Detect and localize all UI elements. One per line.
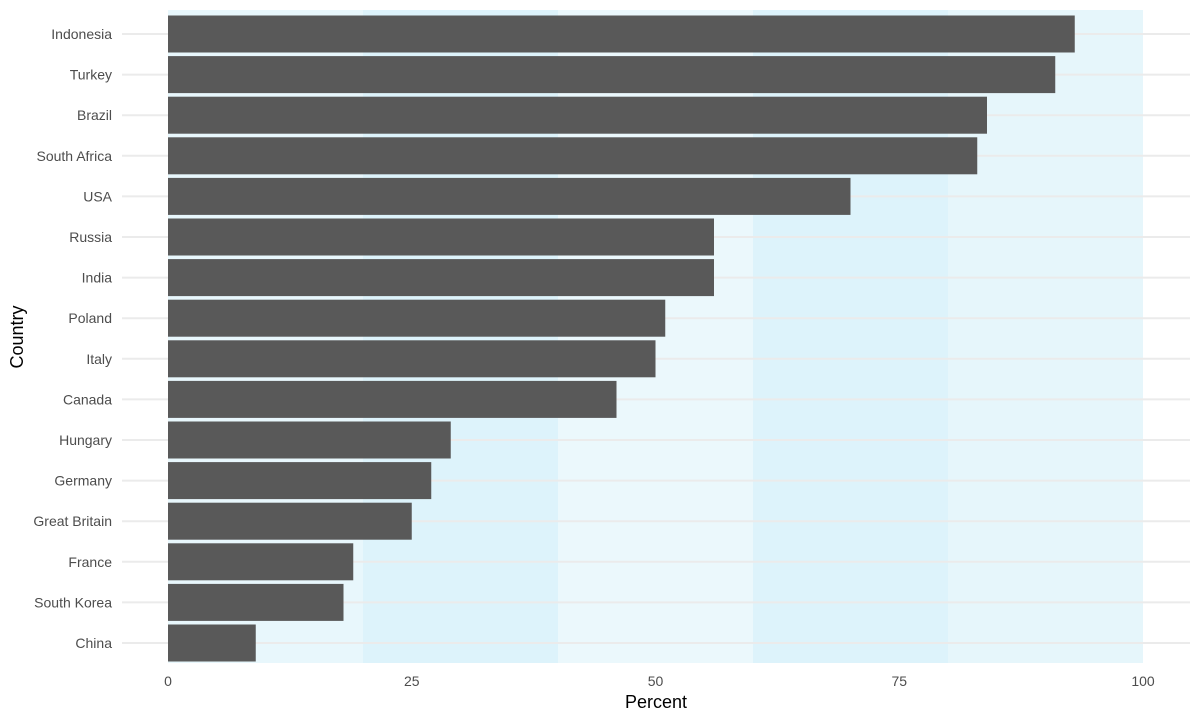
bar-usa xyxy=(168,177,851,215)
y-axis-title: Country xyxy=(7,305,27,368)
x-tick-label: 50 xyxy=(648,673,664,689)
y-tick-label: Russia xyxy=(69,229,112,245)
y-tick-label: Turkey xyxy=(70,67,112,83)
bar-india xyxy=(168,259,714,297)
y-tick-labels: Indonesia Turkey Brazil South Africa USA Russ… xyxy=(33,26,112,651)
bar-brazil xyxy=(168,96,987,134)
y-tick-label: Germany xyxy=(54,473,112,489)
bar-russia xyxy=(168,218,714,256)
bar-turkey xyxy=(168,56,1056,94)
bar-france xyxy=(168,543,354,581)
y-tick-label: India xyxy=(82,270,113,286)
bar-canada xyxy=(168,380,617,418)
bar-germany xyxy=(168,462,432,500)
x-tick-label: 75 xyxy=(891,673,907,689)
bar-indonesia xyxy=(168,15,1075,53)
bar-south-africa xyxy=(168,137,978,175)
y-tick-label: Hungary xyxy=(59,432,112,448)
y-tick-label: South Korea xyxy=(34,594,112,610)
bar-poland xyxy=(168,299,666,337)
y-tick-label: South Africa xyxy=(37,148,113,164)
bar-hungary xyxy=(168,421,451,459)
bar-south-korea xyxy=(168,583,344,621)
y-tick-label: Great Britain xyxy=(33,513,112,529)
x-tick-label: 100 xyxy=(1131,673,1155,689)
bar-china xyxy=(168,624,256,662)
y-tick-label: USA xyxy=(83,188,112,204)
y-tick-label: Canada xyxy=(63,391,112,407)
x-tick-label: 25 xyxy=(404,673,420,689)
bar-italy xyxy=(168,340,656,378)
bar-great-britain xyxy=(168,502,412,540)
y-tick-label: Indonesia xyxy=(51,26,112,42)
x-axis-title: Percent xyxy=(625,692,687,712)
y-tick-label: China xyxy=(75,635,112,651)
bars xyxy=(168,15,1075,662)
x-tick-label: 0 xyxy=(164,673,172,689)
y-tick-label: Brazil xyxy=(77,107,112,123)
x-tick-labels: 0 25 50 75 100 xyxy=(164,673,1155,689)
y-tick-label: Poland xyxy=(68,310,112,326)
y-tick-label: France xyxy=(68,554,112,570)
y-tick-label: Italy xyxy=(86,351,112,367)
